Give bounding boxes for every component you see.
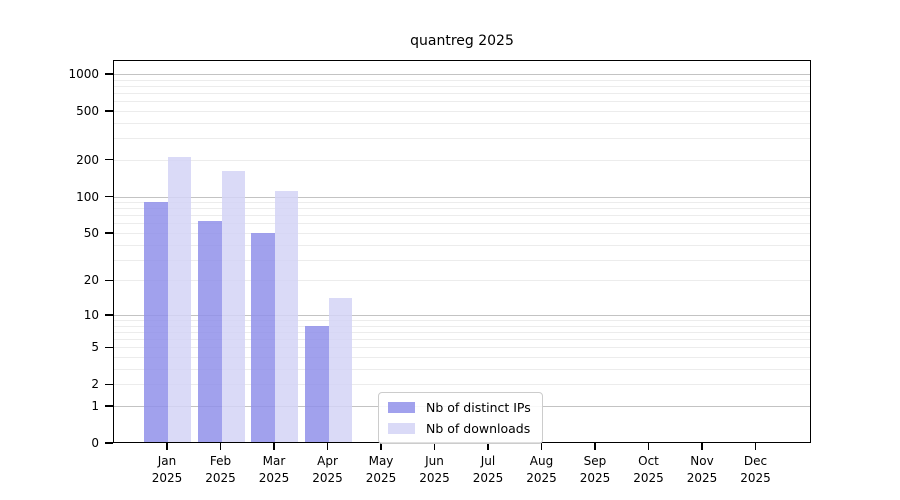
x-tick-label: Feb 2025 (205, 454, 236, 485)
x-tick (701, 443, 703, 450)
y-gridline-minor (113, 259, 811, 261)
y-tick-label: 0 (91, 436, 99, 450)
y-gridline-minor (113, 138, 811, 140)
y-gridline-minor (113, 79, 811, 81)
x-tick (433, 443, 436, 450)
x-tick (326, 443, 329, 450)
y-tick (105, 159, 113, 161)
y-tick-label: 500 (76, 103, 99, 118)
y-gridline-minor (113, 280, 811, 282)
x-tick (754, 443, 757, 450)
y-gridline-minor (113, 159, 811, 161)
y-gridline-major (113, 196, 811, 198)
y-tick (105, 405, 113, 407)
legend-label-distinct-ips: Nb of distinct IPs (426, 400, 531, 415)
y-tick (105, 195, 113, 198)
y-tick (105, 346, 113, 348)
y-tick-label: 200 (76, 152, 99, 167)
y-tick (105, 314, 113, 316)
y-gridline-major (113, 73, 811, 75)
x-tick (166, 443, 168, 450)
y-gridline-minor (113, 208, 811, 210)
y-gridline-minor (113, 215, 811, 217)
legend-swatch-downloads (388, 423, 415, 434)
bar-distinct-ips-jan (144, 202, 168, 443)
y-gridline-minor (113, 331, 811, 333)
legend-swatch-distinct-ips (388, 402, 415, 413)
y-gridline-minor (113, 347, 811, 349)
y-gridline-minor (113, 384, 811, 386)
legend-entry-distinct-ips: Nb of distinct IPs (388, 400, 531, 415)
x-tick (540, 443, 543, 450)
bar-distinct-ips-apr (304, 325, 329, 443)
bar-downloads-apr (328, 298, 352, 443)
y-gridline-major (113, 314, 811, 316)
y-tick-label: 1 (91, 399, 99, 413)
bar-distinct-ips-mar (251, 233, 275, 443)
y-gridline-minor (113, 244, 811, 246)
y-gridline-minor (113, 368, 811, 370)
x-tick-label: May 2025 (365, 454, 397, 485)
y-tick (105, 383, 113, 385)
y-gridline-minor (113, 223, 811, 225)
x-tick-label: Dec 2025 (740, 454, 771, 485)
y-gridline-minor (113, 357, 811, 358)
bar-distinct-ips-feb (197, 220, 222, 443)
bar-downloads-feb (221, 170, 245, 443)
legend-entry-downloads: Nb of downloads (388, 421, 531, 436)
y-tick (105, 232, 113, 234)
x-tick (380, 443, 382, 450)
y-gridline-minor (113, 122, 811, 124)
x-tick-label: Sep 2025 (579, 454, 611, 485)
y-gridline-minor (113, 93, 811, 94)
y-gridline-minor (113, 85, 811, 87)
x-tick (487, 443, 489, 450)
y-tick (105, 110, 113, 112)
y-tick-label: 2 (91, 377, 99, 392)
legend: Nb of distinct IPs Nb of downloads (378, 392, 543, 444)
y-tick-label: 5 (91, 340, 99, 355)
x-tick-label: Jul 2025 (472, 454, 504, 485)
x-tick-label: Oct 2025 (633, 454, 664, 485)
chart-title: quantreg 2025 (410, 33, 514, 49)
x-tick-label: Nov 2025 (686, 454, 718, 485)
legend-label-downloads: Nb of downloads (426, 421, 531, 436)
y-gridline-minor (113, 202, 811, 203)
y-gridline-minor (113, 110, 811, 112)
bar-downloads-jan (168, 157, 191, 443)
x-tick-label: Apr 2025 (312, 454, 343, 485)
y-gridline-minor (113, 339, 811, 341)
y-gridline-minor (113, 320, 811, 321)
x-tick-label: Mar 2025 (258, 454, 290, 485)
bar-downloads-mar (275, 190, 298, 443)
plot-area: Nb of distinct IPs Nb of downloads 0 1 2 5 1… (68, 60, 811, 485)
y-tick (105, 73, 113, 75)
y-gridline-minor (113, 233, 811, 234)
x-tick (219, 443, 222, 450)
x-tick-label: Jun 2025 (419, 454, 450, 485)
y-gridline-minor (113, 325, 811, 327)
x-tick-label: Jan 2025 (151, 454, 183, 485)
y-gridline-minor (113, 101, 811, 103)
y-tick-label: 50 (83, 226, 99, 240)
x-tick (594, 443, 596, 450)
x-tick (273, 443, 275, 450)
y-tick (105, 442, 113, 444)
y-tick (105, 279, 113, 282)
y-tick-label: 20 (83, 273, 99, 288)
y-tick-label: 100 (76, 189, 99, 204)
y-tick-label: 1000 (68, 66, 99, 81)
x-tick (647, 443, 650, 450)
y-tick-label: 10 (83, 307, 99, 322)
x-tick-label: Aug 2025 (526, 454, 557, 485)
